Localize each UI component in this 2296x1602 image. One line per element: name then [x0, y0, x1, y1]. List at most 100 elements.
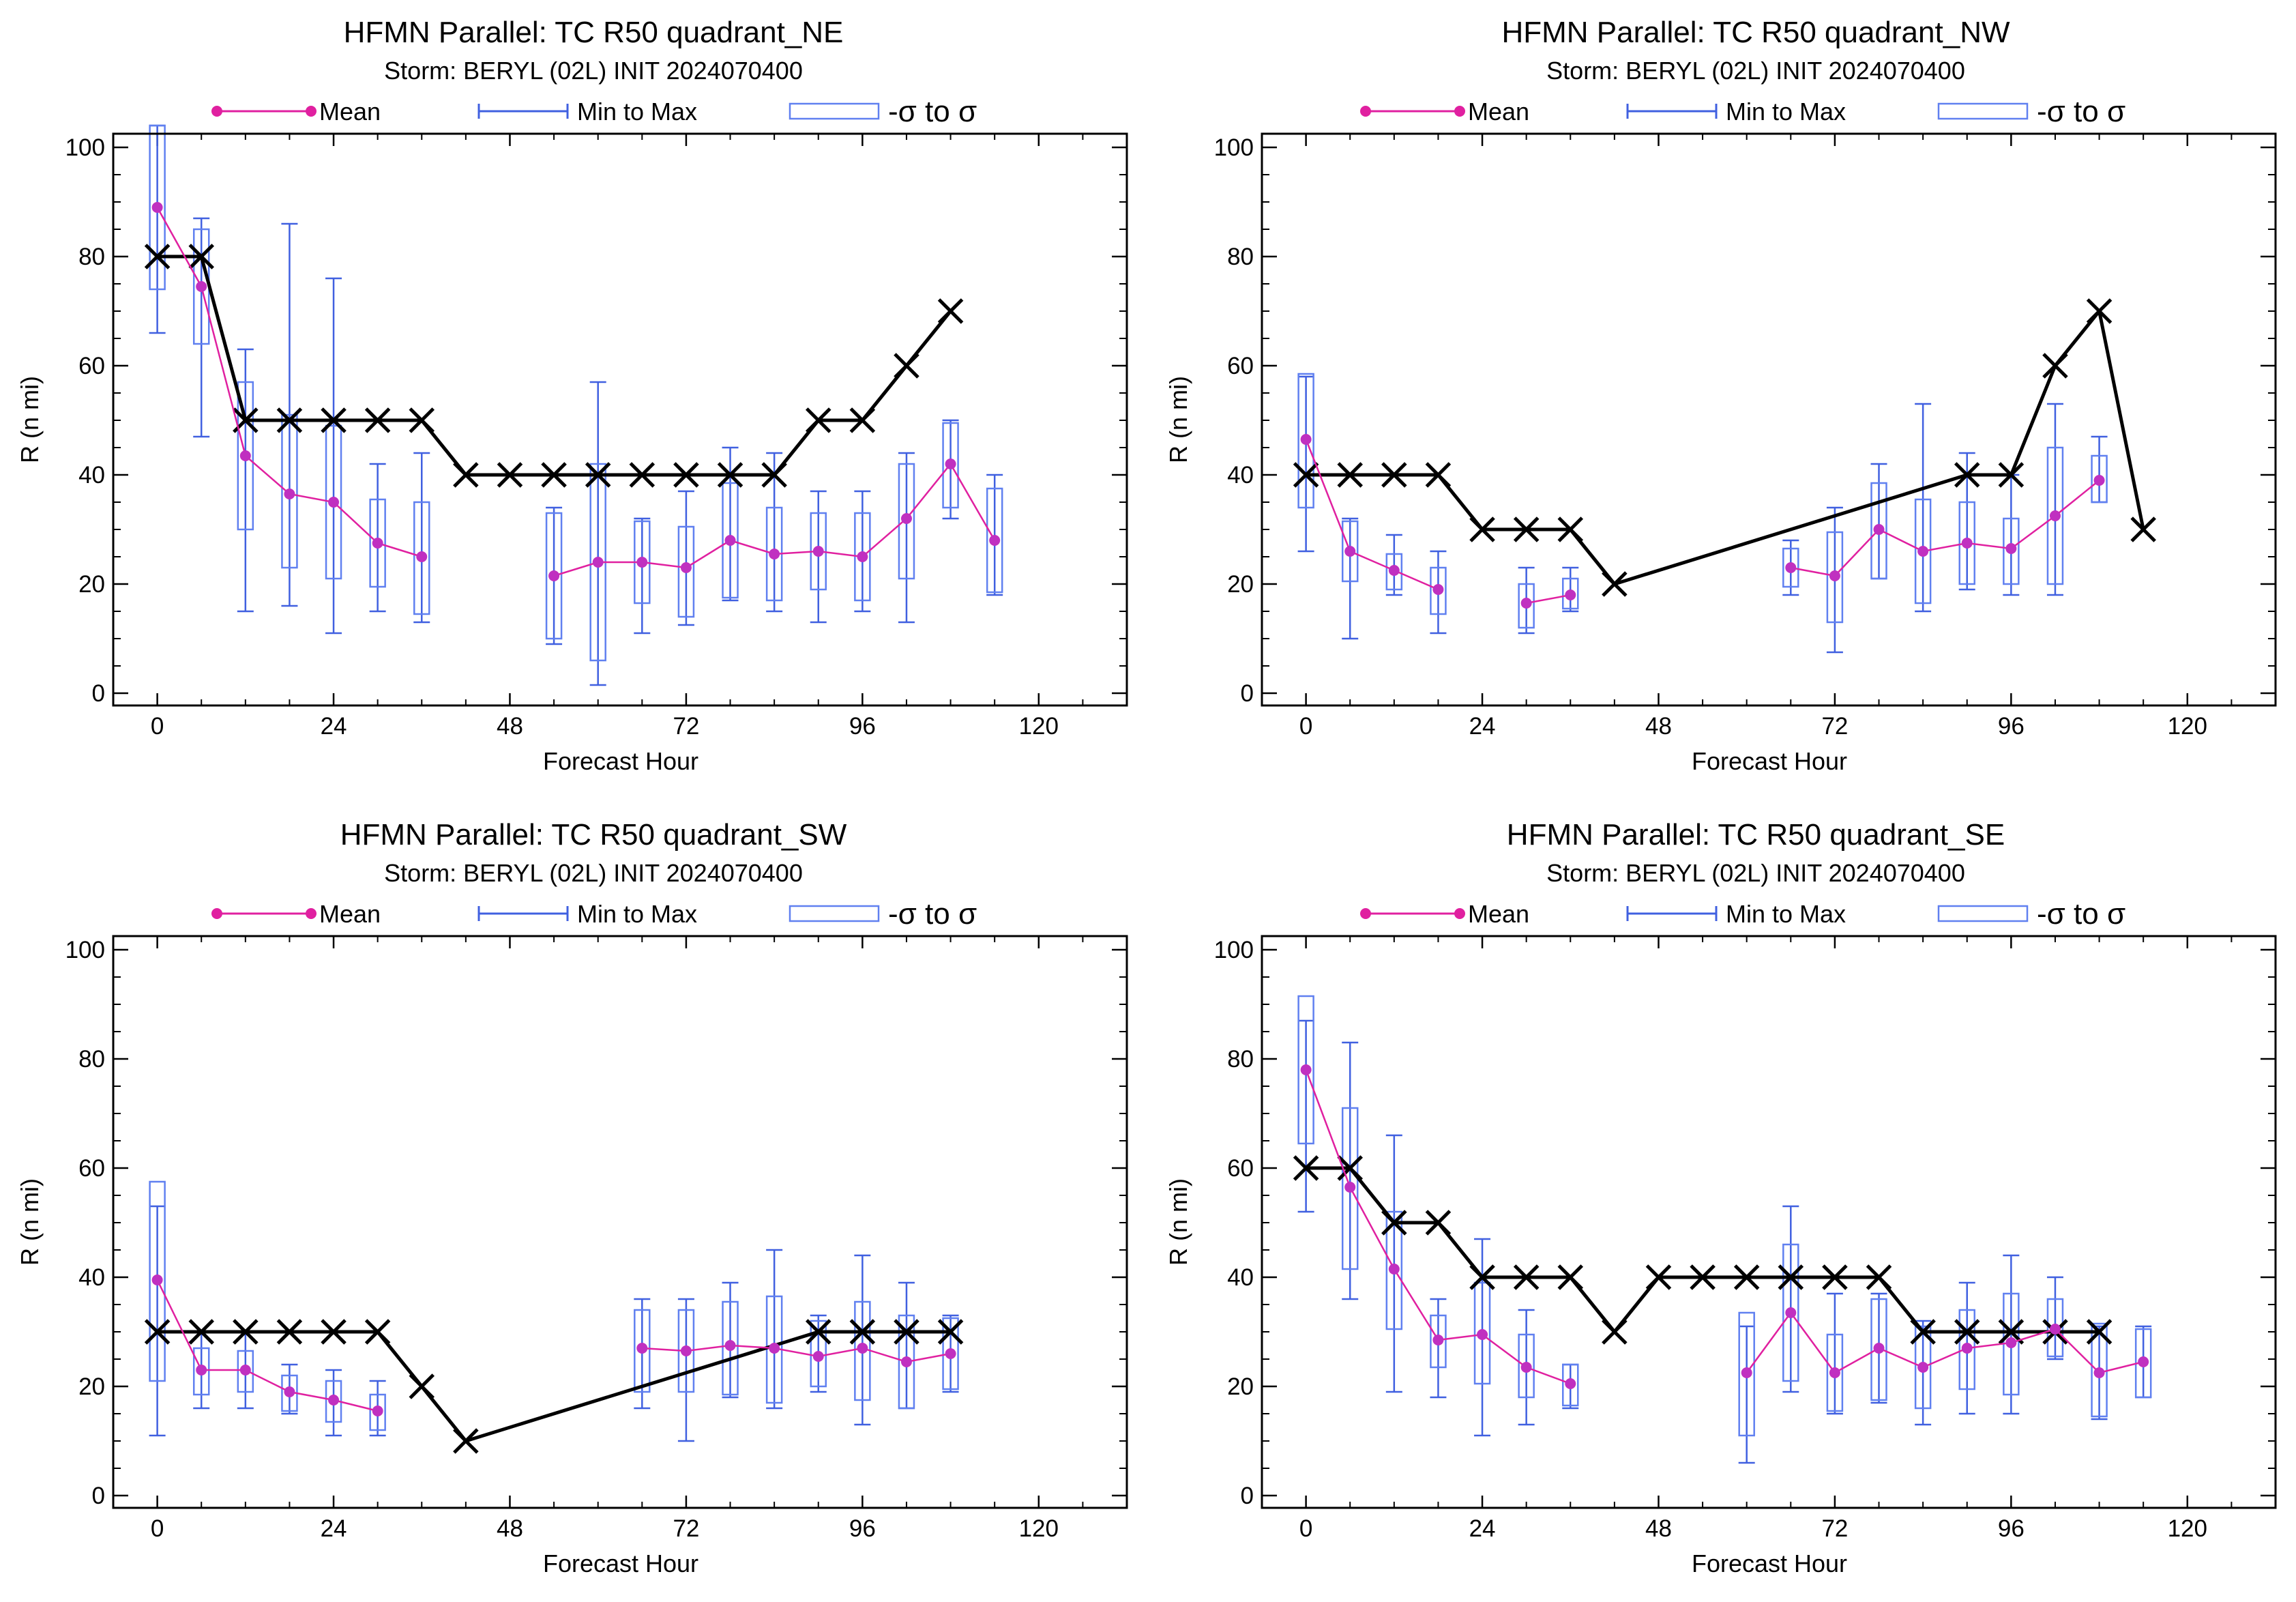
mean-point	[857, 1343, 868, 1354]
truth-x-marker	[2130, 516, 2156, 542]
legend-sigma-box	[789, 102, 880, 120]
x-tick-label: 0	[1299, 1515, 1312, 1542]
mean-point	[1873, 1343, 1885, 1354]
sigma-box	[369, 1393, 386, 1431]
truth-x-marker	[805, 1319, 831, 1345]
legend: Mean Min to Max -σ to σ	[211, 897, 977, 931]
mean-point	[328, 497, 340, 508]
truth-x-marker	[937, 298, 964, 324]
truth-x-stroke	[1293, 1155, 1319, 1181]
y-tick-label: 0	[1241, 680, 1254, 707]
mean-point	[151, 202, 163, 213]
y-tick-label: 40	[78, 1264, 105, 1291]
truth-x-stroke	[1998, 462, 2025, 488]
mean-line	[1746, 1311, 2144, 1374]
truth-x-marker	[364, 407, 391, 433]
truth-x-marker	[849, 407, 876, 433]
truth-x-stroke	[585, 462, 611, 488]
truth-line	[157, 254, 952, 477]
y-tick-label: 80	[1227, 244, 1254, 270]
sigma-box	[413, 501, 430, 615]
truth-x-stroke	[805, 407, 831, 433]
mean-point	[1961, 1343, 1973, 1354]
truth-x-stroke	[1425, 1210, 1452, 1236]
truth-x-stroke	[894, 353, 919, 379]
truth-x-stroke	[188, 244, 214, 270]
mean-point	[1300, 434, 1312, 445]
x-tick-label: 48	[1645, 1515, 1672, 1542]
x-tick-label: 0	[151, 1515, 164, 1542]
mean-point	[151, 1275, 163, 1285]
mean-point	[769, 1343, 780, 1354]
mean-point	[328, 1395, 340, 1406]
truth-x-stroke	[1778, 1264, 1804, 1290]
y-tick-label: 60	[78, 1155, 105, 1182]
x-tick-label: 72	[1821, 1515, 1848, 1542]
truth-x-marker	[805, 407, 831, 433]
sigma-box	[1518, 583, 1535, 629]
mean-point	[724, 535, 736, 546]
truth-x-marker	[1733, 1264, 1760, 1290]
truth-x-marker	[1557, 1264, 1584, 1290]
mean-point	[636, 557, 648, 568]
chart-title: HFMN Parallel: TC R50 quadrant_SE	[1507, 818, 2005, 851]
sigma-box	[1297, 995, 1314, 1145]
y-tick-label: 20	[1227, 571, 1254, 598]
sigma-box	[854, 512, 871, 602]
truth-x-marker	[1337, 462, 1363, 488]
truth-x-stroke	[1866, 1264, 1892, 1290]
truth-x-stroke	[1602, 1319, 1628, 1345]
truth-x-marker	[1778, 1264, 1804, 1290]
sigma-box	[2046, 1298, 2064, 1358]
truth-x-marker	[673, 462, 699, 488]
mean-point	[857, 551, 868, 562]
sigma-box	[1870, 482, 1887, 580]
mean-point	[900, 1356, 912, 1367]
sigma-box	[1297, 373, 1314, 509]
truth-x-stroke	[2042, 353, 2068, 379]
plot-area: 0 24 48 72 96 120 0 20 40 60 80 100	[65, 124, 1127, 740]
truth-x-stroke	[1557, 516, 1584, 542]
y-tick-label: 40	[1227, 462, 1254, 489]
mean-point	[1520, 598, 1532, 609]
legend-range-label: Min to Max	[1726, 900, 1846, 928]
truth-x-marker	[894, 353, 919, 379]
mean-line	[642, 1344, 951, 1363]
truth-x-marker	[497, 462, 523, 488]
legend-mean-marker	[306, 106, 317, 117]
sigma-box	[1518, 1333, 1535, 1399]
truth-x-marker	[188, 1319, 214, 1345]
mean-point	[1388, 565, 1400, 576]
mean-point	[989, 535, 1001, 546]
mean-point	[1432, 1335, 1444, 1345]
y-tick-label: 100	[1214, 937, 1254, 963]
chart-panel-ne: HFMN Parallel: TC R50 quadrant_NE Storm:…	[16, 16, 1128, 775]
sigma-box	[722, 482, 739, 599]
legend-mean-label: Mean	[319, 98, 381, 126]
truth-x-stroke	[1954, 1319, 1980, 1345]
sigma-box	[1738, 1311, 1755, 1437]
mean-point	[680, 562, 692, 573]
truth-x-stroke	[497, 462, 523, 488]
mean-point	[196, 281, 207, 292]
sigma-box	[942, 1317, 959, 1390]
mean-point	[372, 1406, 383, 1416]
chart-title: HFMN Parallel: TC R50 quadrant_NW	[1502, 16, 2010, 49]
sigma-box	[1870, 1298, 1887, 1401]
legend-sigma-box	[789, 905, 880, 922]
chart-subtitle: Storm: BERYL (02L) INIT 2024070400	[384, 57, 803, 85]
mean-point	[2049, 1324, 2061, 1335]
sigma-box	[281, 413, 298, 569]
truth-x-marker	[1602, 1319, 1628, 1345]
truth-x-marker	[1513, 516, 1540, 542]
x-tick-label: 96	[849, 1515, 876, 1542]
legend: Mean Min to Max -σ to σ	[1360, 897, 2125, 931]
truth-line	[157, 1330, 951, 1443]
legend-range-label: Min to Max	[577, 900, 697, 928]
truth-x-stroke	[453, 462, 479, 488]
plot-area: 0 24 48 72 96 120 0 20 40 60 80 100	[1214, 134, 2276, 740]
y-axis-label: R (n mi)	[16, 1178, 44, 1266]
sigma-box	[237, 1350, 254, 1393]
x-tick-label: 72	[673, 713, 699, 740]
truth-x-stroke	[1425, 462, 1452, 488]
